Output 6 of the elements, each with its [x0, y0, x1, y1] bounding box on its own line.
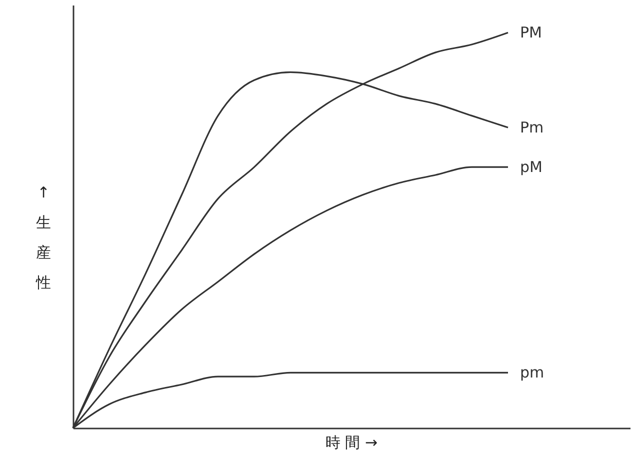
series-label: pm [520, 364, 544, 382]
y-axis-title: ↑生産性 [35, 184, 51, 292]
x-axis-title: 時 間 → [325, 434, 378, 452]
series-label: pM [520, 158, 542, 176]
series-label: Pm [520, 118, 544, 137]
series-label: PM [520, 24, 542, 42]
